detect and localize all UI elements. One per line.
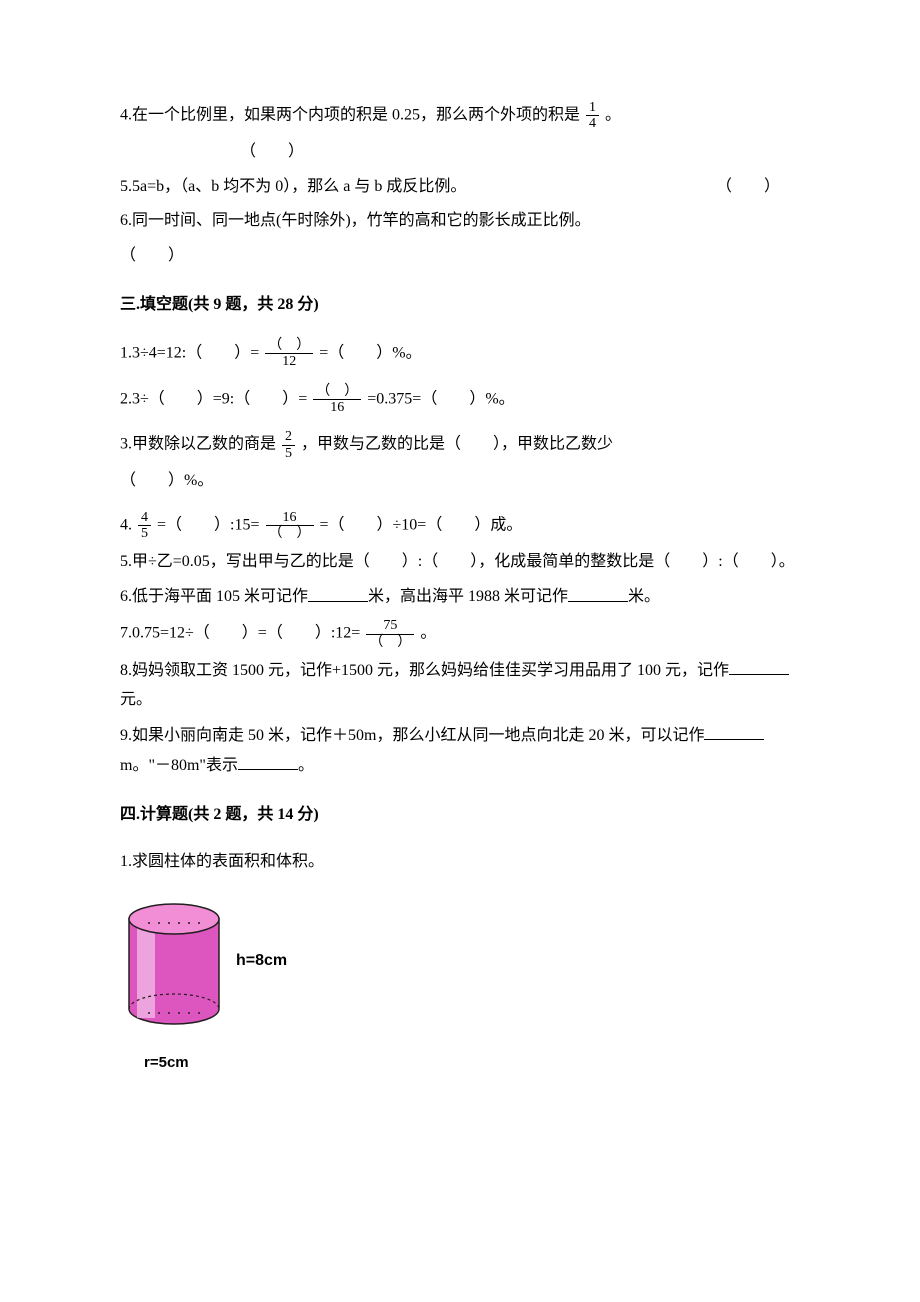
sec3-q3: 3.甲数除以乙数的商是 2 5 ，甲数与乙数的比是（ ），甲数比乙数少 [120, 429, 800, 461]
q1-post: =（ ）%。 [319, 344, 421, 361]
frac-4-5: 4 5 [138, 510, 151, 542]
blank-input[interactable] [238, 751, 298, 770]
q6-a: 6.低于海平面 105 米可记作 [120, 589, 308, 606]
q3-mid: ，甲数与乙数的比是（ ），甲数比乙数少 [301, 436, 613, 453]
frac-1-4: 1 4 [586, 100, 599, 132]
r-label: r=5cm [144, 1049, 800, 1076]
q8-a: 8.妈妈领取工资 1500 元，记作+1500 元，那么妈妈给佳佳买学习用品用了… [120, 662, 729, 679]
frac-den: （ ） [366, 635, 414, 650]
sec3-q1: 1.3÷4=12:（ ）= （ ） 12 =（ ）%。 [120, 338, 800, 370]
sec3-q7: 7.0.75=12÷（ ）=（ ）:12= 75 （ ） 。 [120, 618, 800, 650]
sec3-q8: 8.妈妈领取工资 1500 元，记作+1500 元，那么妈妈给佳佳买学习用品用了… [120, 656, 800, 715]
frac-num: （ ） [265, 338, 313, 354]
sec3-q5: 5.甲÷乙=0.05，写出甲与乙的比是（ ）:（ ），化成最简单的整数比是（ ）… [120, 548, 800, 577]
blank-input[interactable] [568, 582, 628, 601]
q4-mid2: =（ ）÷10=（ ）成。 [320, 516, 523, 533]
frac-16-blank[interactable]: 16 （ ） [266, 510, 314, 542]
section4-title: 四.计算题(共 2 题，共 14 分) [120, 801, 800, 830]
frac-num: 1 [586, 100, 599, 116]
sec2-q6-mark-row: （ ） [120, 242, 800, 271]
cylinder-figure: h=8cm r=5cm [120, 901, 800, 1077]
sec2-q4: 4.在一个比例里，如果两个内项的积是 0.25，那么两个外项的积是 1 4 。 [120, 100, 800, 132]
sec4-q1: 1.求圆柱体的表面积和体积。 [120, 848, 800, 877]
q7-post: 。 [420, 625, 436, 642]
sec3-q4: 4. 4 5 =（ ）:15= 16 （ ） =（ ）÷10=（ ）成。 [120, 510, 800, 542]
tail: 。 [605, 107, 621, 124]
q8-b: 元。 [120, 691, 152, 708]
frac-blank-12[interactable]: （ ） 12 [265, 338, 313, 370]
blank-input[interactable] [704, 721, 764, 740]
cylinder-svg-wrap [126, 901, 222, 1044]
h-label: h=8cm [236, 947, 287, 976]
q9-c: 。 [298, 757, 314, 774]
q2-pre: 2.3÷（ ）=9:（ ）= [120, 390, 307, 407]
q7-pre: 7.0.75=12÷（ ）=（ ）:12= [120, 625, 360, 642]
judge-mark[interactable]: （ ） [716, 173, 780, 202]
frac-den: 12 [265, 354, 313, 369]
sec2-q4-mark-row: （ ） [120, 138, 800, 167]
q3-pre: 3.甲数除以乙数的商是 [120, 436, 276, 453]
sec3-q2: 2.3÷（ ）=9:（ ）= （ ） 16 =0.375=（ ）%。 [120, 384, 800, 416]
judge-mark[interactable]: （ ） [120, 247, 184, 264]
judge-mark[interactable]: （ ） [240, 138, 304, 167]
q1-pre: 1.3÷4=12:（ ）= [120, 344, 259, 361]
sec2-q6-text: 6.同一时间、同一地点(午时除外)，竹竿的高和它的影长成正比例。 [120, 212, 591, 229]
blank-input[interactable] [729, 656, 789, 675]
sec3-q9: 9.如果小丽向南走 50 米，记作＋50m，那么小红从同一地点向北走 20 米，… [120, 721, 800, 781]
frac-den: 16 [313, 400, 361, 415]
sec2-q5-text: 5.5a=b，（a、b 均不为 0），那么 a 与 b 成反比例。 [120, 178, 466, 195]
q9-b: m。"－80m"表示 [120, 757, 238, 774]
sec2-q5: 5.5a=b，（a、b 均不为 0），那么 a 与 b 成反比例。 （ ） [120, 173, 800, 202]
frac-den: 5 [282, 446, 295, 461]
frac-num: 4 [138, 510, 151, 526]
section3-title: 三.填空题(共 9 题，共 28 分) [120, 291, 800, 320]
frac-num: 16 [266, 510, 314, 526]
cylinder-icon [126, 901, 222, 1033]
sec2-q6: 6.同一时间、同一地点(午时除外)，竹竿的高和它的影长成正比例。 [120, 207, 800, 236]
frac-num: 75 [366, 618, 414, 634]
sec3-q3-tail: （ ）%。 [120, 467, 800, 496]
blank-input[interactable] [308, 582, 368, 601]
q4-mid1: =（ ）:15= [157, 516, 260, 533]
frac-den: 4 [586, 116, 599, 131]
frac-num: 2 [282, 429, 295, 445]
q2-post: =0.375=（ ）%。 [367, 390, 514, 407]
q3-tail: （ ）%。 [120, 472, 213, 489]
q6-b: 米，高出海平 1988 米可记作 [368, 589, 568, 606]
frac-2-5: 2 5 [282, 429, 295, 461]
q6-c: 米。 [628, 589, 660, 606]
q4-pre: 4. [120, 516, 132, 533]
frac-num: （ ） [313, 384, 361, 400]
frac-den: （ ） [266, 526, 314, 541]
sec2-q4-text: 4.在一个比例里，如果两个内项的积是 0.25，那么两个外项的积是 [120, 107, 580, 124]
frac-den: 5 [138, 526, 151, 541]
frac-blank-16[interactable]: （ ） 16 [313, 384, 361, 416]
sec3-q6: 6.低于海平面 105 米可记作 米，高出海平 1988 米可记作 米。 [120, 582, 800, 612]
q9-a: 9.如果小丽向南走 50 米，记作＋50m，那么小红从同一地点向北走 20 米，… [120, 727, 704, 744]
frac-75-blank[interactable]: 75 （ ） [366, 618, 414, 650]
